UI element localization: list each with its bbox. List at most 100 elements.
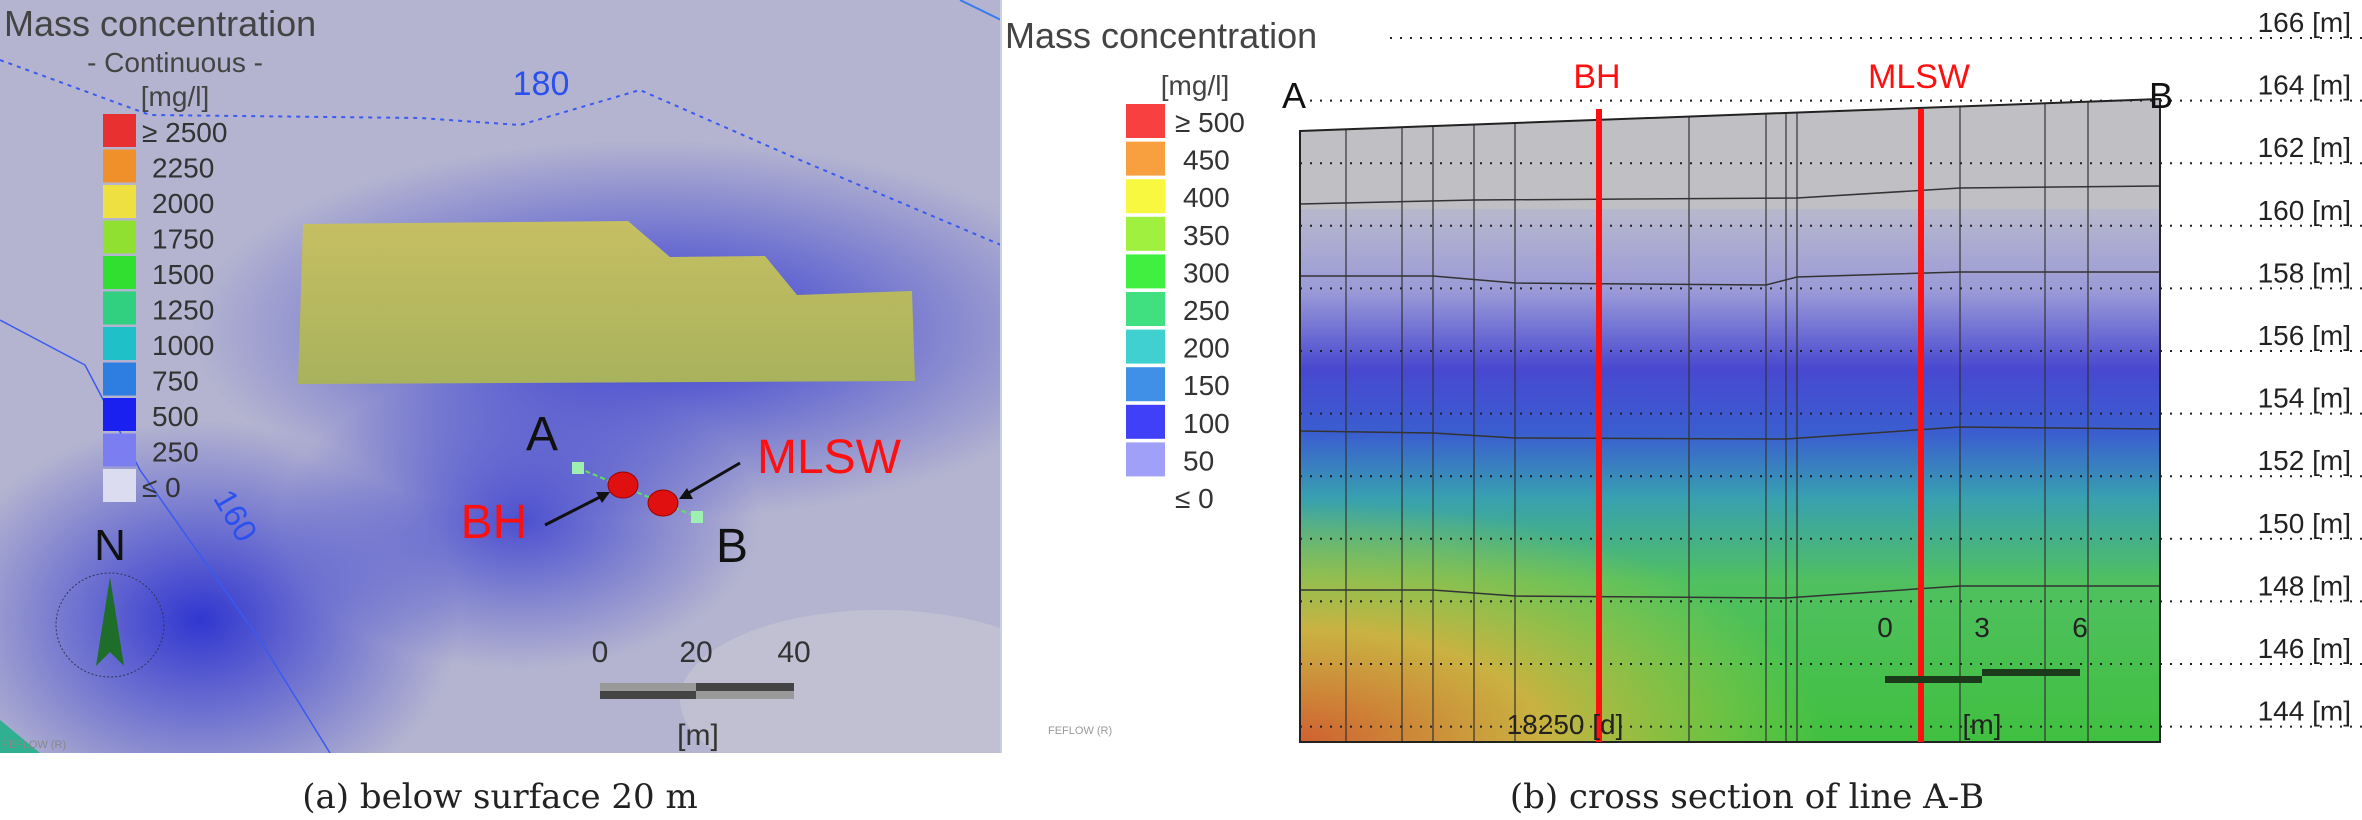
legend-swatch: [1126, 216, 1165, 251]
legend-label: 50: [1183, 445, 1214, 476]
point-a-label: A: [526, 408, 558, 461]
scale-bar: 0 3 6 [m]: [1877, 612, 2088, 740]
north-arrow-icon: N: [55, 521, 165, 678]
legend-swatch: [103, 220, 136, 254]
legend-item: 750: [103, 362, 199, 397]
legend-label: ≤ 0: [142, 472, 181, 503]
legend-swatch: [1126, 367, 1165, 402]
site-polygon: [298, 221, 915, 384]
elevation-label: 156 [m]: [2258, 320, 2351, 351]
scale-tick: 0: [592, 636, 609, 669]
plan-view-map: 180 160 FEFLOW (R) Mass concentration - …: [0, 0, 1001, 753]
legend-swatch: [103, 433, 136, 467]
elevation-label: 160 [m]: [2258, 195, 2351, 226]
elevation-label: 146 [m]: [2258, 633, 2351, 664]
well-bh-marker: [607, 471, 639, 499]
legend-swatch: [103, 469, 136, 502]
section-line-a-b: [577, 467, 698, 518]
legend-label: 100: [1183, 408, 1230, 439]
elevation-label: 150 [m]: [2258, 508, 2351, 539]
elevation-label: 166 [m]: [2258, 7, 2351, 38]
legend-swatch: [103, 291, 136, 325]
legend-title: Mass concentration: [1005, 15, 1317, 56]
caption-b: (b) cross section of line A-B: [1510, 777, 1984, 817]
well-mlsw-marker: [647, 489, 679, 517]
legend-label: 350: [1183, 220, 1230, 251]
mlsw-label: MLSW: [1868, 58, 1970, 96]
legend-label: 1500: [152, 259, 214, 290]
contour-label-180: 180: [513, 65, 570, 103]
legend-unit: [mg/l]: [1161, 70, 1229, 101]
contour-line-180: [0, 59, 1001, 246]
legend-label: 1000: [152, 330, 214, 361]
scale-tick: 20: [679, 636, 712, 669]
section-endpoint-a: [572, 462, 584, 474]
legend-label: 450: [1183, 145, 1230, 176]
scale-tick: 40: [777, 636, 810, 669]
elevation-label: 144 [m]: [2258, 696, 2351, 727]
legend-label: 250: [152, 437, 199, 468]
legend-swatch: [1126, 104, 1165, 138]
legend-item: ≥ 2500: [103, 114, 227, 148]
legend-item: 1250: [103, 291, 214, 326]
legend-label: 400: [1183, 182, 1230, 213]
point-b-label: B: [2149, 75, 2173, 116]
caption-a: (a) below surface 20 m: [302, 777, 697, 817]
legend-swatch: [103, 327, 136, 360]
elevation-label: 158 [m]: [2258, 257, 2351, 288]
legend-swatch: [1126, 254, 1165, 289]
point-b-label: B: [716, 520, 748, 573]
legend-item: ≥ 500: [1126, 104, 1245, 138]
scale-tick: 0: [1877, 612, 1893, 643]
legend-label: 500: [152, 401, 199, 432]
elevation-label: 154 [m]: [2258, 383, 2351, 414]
legend-item: 100: [1126, 404, 1230, 439]
elevation-label: 152 [m]: [2258, 445, 2351, 476]
legend-item: 150: [1126, 367, 1230, 402]
legend-label: 750: [152, 366, 199, 397]
legend-item: 2250: [103, 149, 214, 184]
watermark: FEFLOW (R): [2, 739, 66, 751]
legend: ≥ 2500 2250 2000 1750 1500 1250 1000 750 500 250 ≤…: [103, 114, 227, 503]
legend-item: 1500: [103, 256, 214, 290]
legend-item: 350: [1126, 216, 1230, 251]
legend-item: 500: [103, 398, 199, 432]
scale-tick: 3: [1974, 612, 1990, 643]
legend-label: 1750: [152, 224, 214, 255]
legend-item: 200: [1126, 329, 1230, 364]
legend-item: 250: [1126, 292, 1230, 326]
legend-item: ≤ 0: [1175, 483, 1214, 514]
elevation-axis: 166 [m] 164 [m] 162 [m] 160 [m] 158 [m] 156 […: [2258, 7, 2351, 727]
legend-label: ≥ 500: [1175, 107, 1245, 138]
legend-label: 1250: [152, 295, 214, 326]
legend-label: 150: [1183, 370, 1230, 401]
legend-item: 450: [1126, 141, 1230, 176]
legend-swatch: [1126, 329, 1165, 364]
legend-title: Mass concentration: [4, 3, 316, 44]
scale-bar: 0 20 40 [m]: [592, 636, 811, 752]
bh-label: BH: [461, 496, 528, 549]
legend-label: 2250: [152, 153, 214, 184]
scale-unit: [m]: [677, 719, 719, 752]
elevation-label: 148 [m]: [2258, 570, 2351, 601]
legend-label: ≤ 0: [1175, 483, 1214, 514]
legend-swatch: [1126, 404, 1165, 439]
legend-subtitle: - Continuous -: [87, 47, 263, 78]
legend-swatch: [103, 114, 136, 147]
legend-item: 2000: [103, 185, 214, 219]
legend-swatch: [103, 398, 136, 431]
simulation-time: 18250 [d]: [1507, 709, 1624, 740]
cross-section-view: Mass concentration [mg/l] ≥ 500450400350…: [1000, 0, 2362, 753]
mlsw-label: MLSW: [757, 431, 902, 484]
mlsw-arrow: [684, 461, 741, 497]
legend-item: 300: [1126, 254, 1230, 289]
watermark: FEFLOW (R): [1048, 725, 1112, 737]
legend-swatch: [103, 362, 136, 396]
legend-item: ≤ 0: [103, 469, 181, 503]
scale-tick: 6: [2072, 612, 2088, 643]
legend-swatch: [1126, 442, 1165, 477]
legend-swatch: [103, 185, 136, 218]
legend-item: 1000: [103, 327, 214, 361]
legend-item: 250: [103, 433, 199, 468]
